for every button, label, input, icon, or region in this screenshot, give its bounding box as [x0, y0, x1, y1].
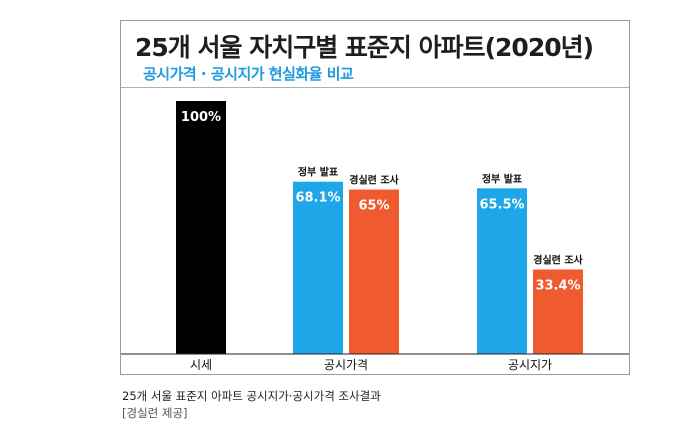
bar — [293, 181, 343, 354]
chart-subtitle: 공시가격 · 공시지가 현실화율 비교 — [143, 65, 354, 83]
bar-value-label: 68.1% — [295, 191, 340, 206]
category-label: 공시가격 — [324, 358, 368, 372]
bar-value-label: 65% — [358, 199, 389, 214]
category-label: 공시지가 — [508, 358, 552, 372]
figure-caption: 25개 서울 표준지 아파트 공시지가·공시가격 조사결과 — [122, 389, 381, 403]
bar-value-label: 100% — [181, 110, 221, 125]
chart-title: 25개 서울 자치구별 표준지 아파트(2020년) — [135, 33, 594, 62]
title-divider — [121, 87, 629, 88]
bar-series-label: 경실련 조사 — [349, 174, 399, 187]
bar — [176, 101, 226, 354]
bar-value-label: 65.5% — [479, 197, 524, 212]
chart-frame: 25개 서울 자치구별 표준지 아파트(2020년) 공시가격 · 공시지가 현… — [120, 20, 630, 375]
category-label: 시세 — [190, 358, 212, 372]
bar — [477, 188, 527, 354]
bar-series-label: 경실련 조사 — [533, 253, 583, 266]
bar-series-label: 정부 발표 — [298, 166, 338, 179]
bar-series-label: 정부 발표 — [482, 172, 522, 185]
figure-credit: [경실련 제공] — [122, 406, 188, 420]
bar-value-label: 33.4% — [535, 278, 580, 293]
bar — [533, 269, 583, 354]
bar — [349, 189, 399, 354]
